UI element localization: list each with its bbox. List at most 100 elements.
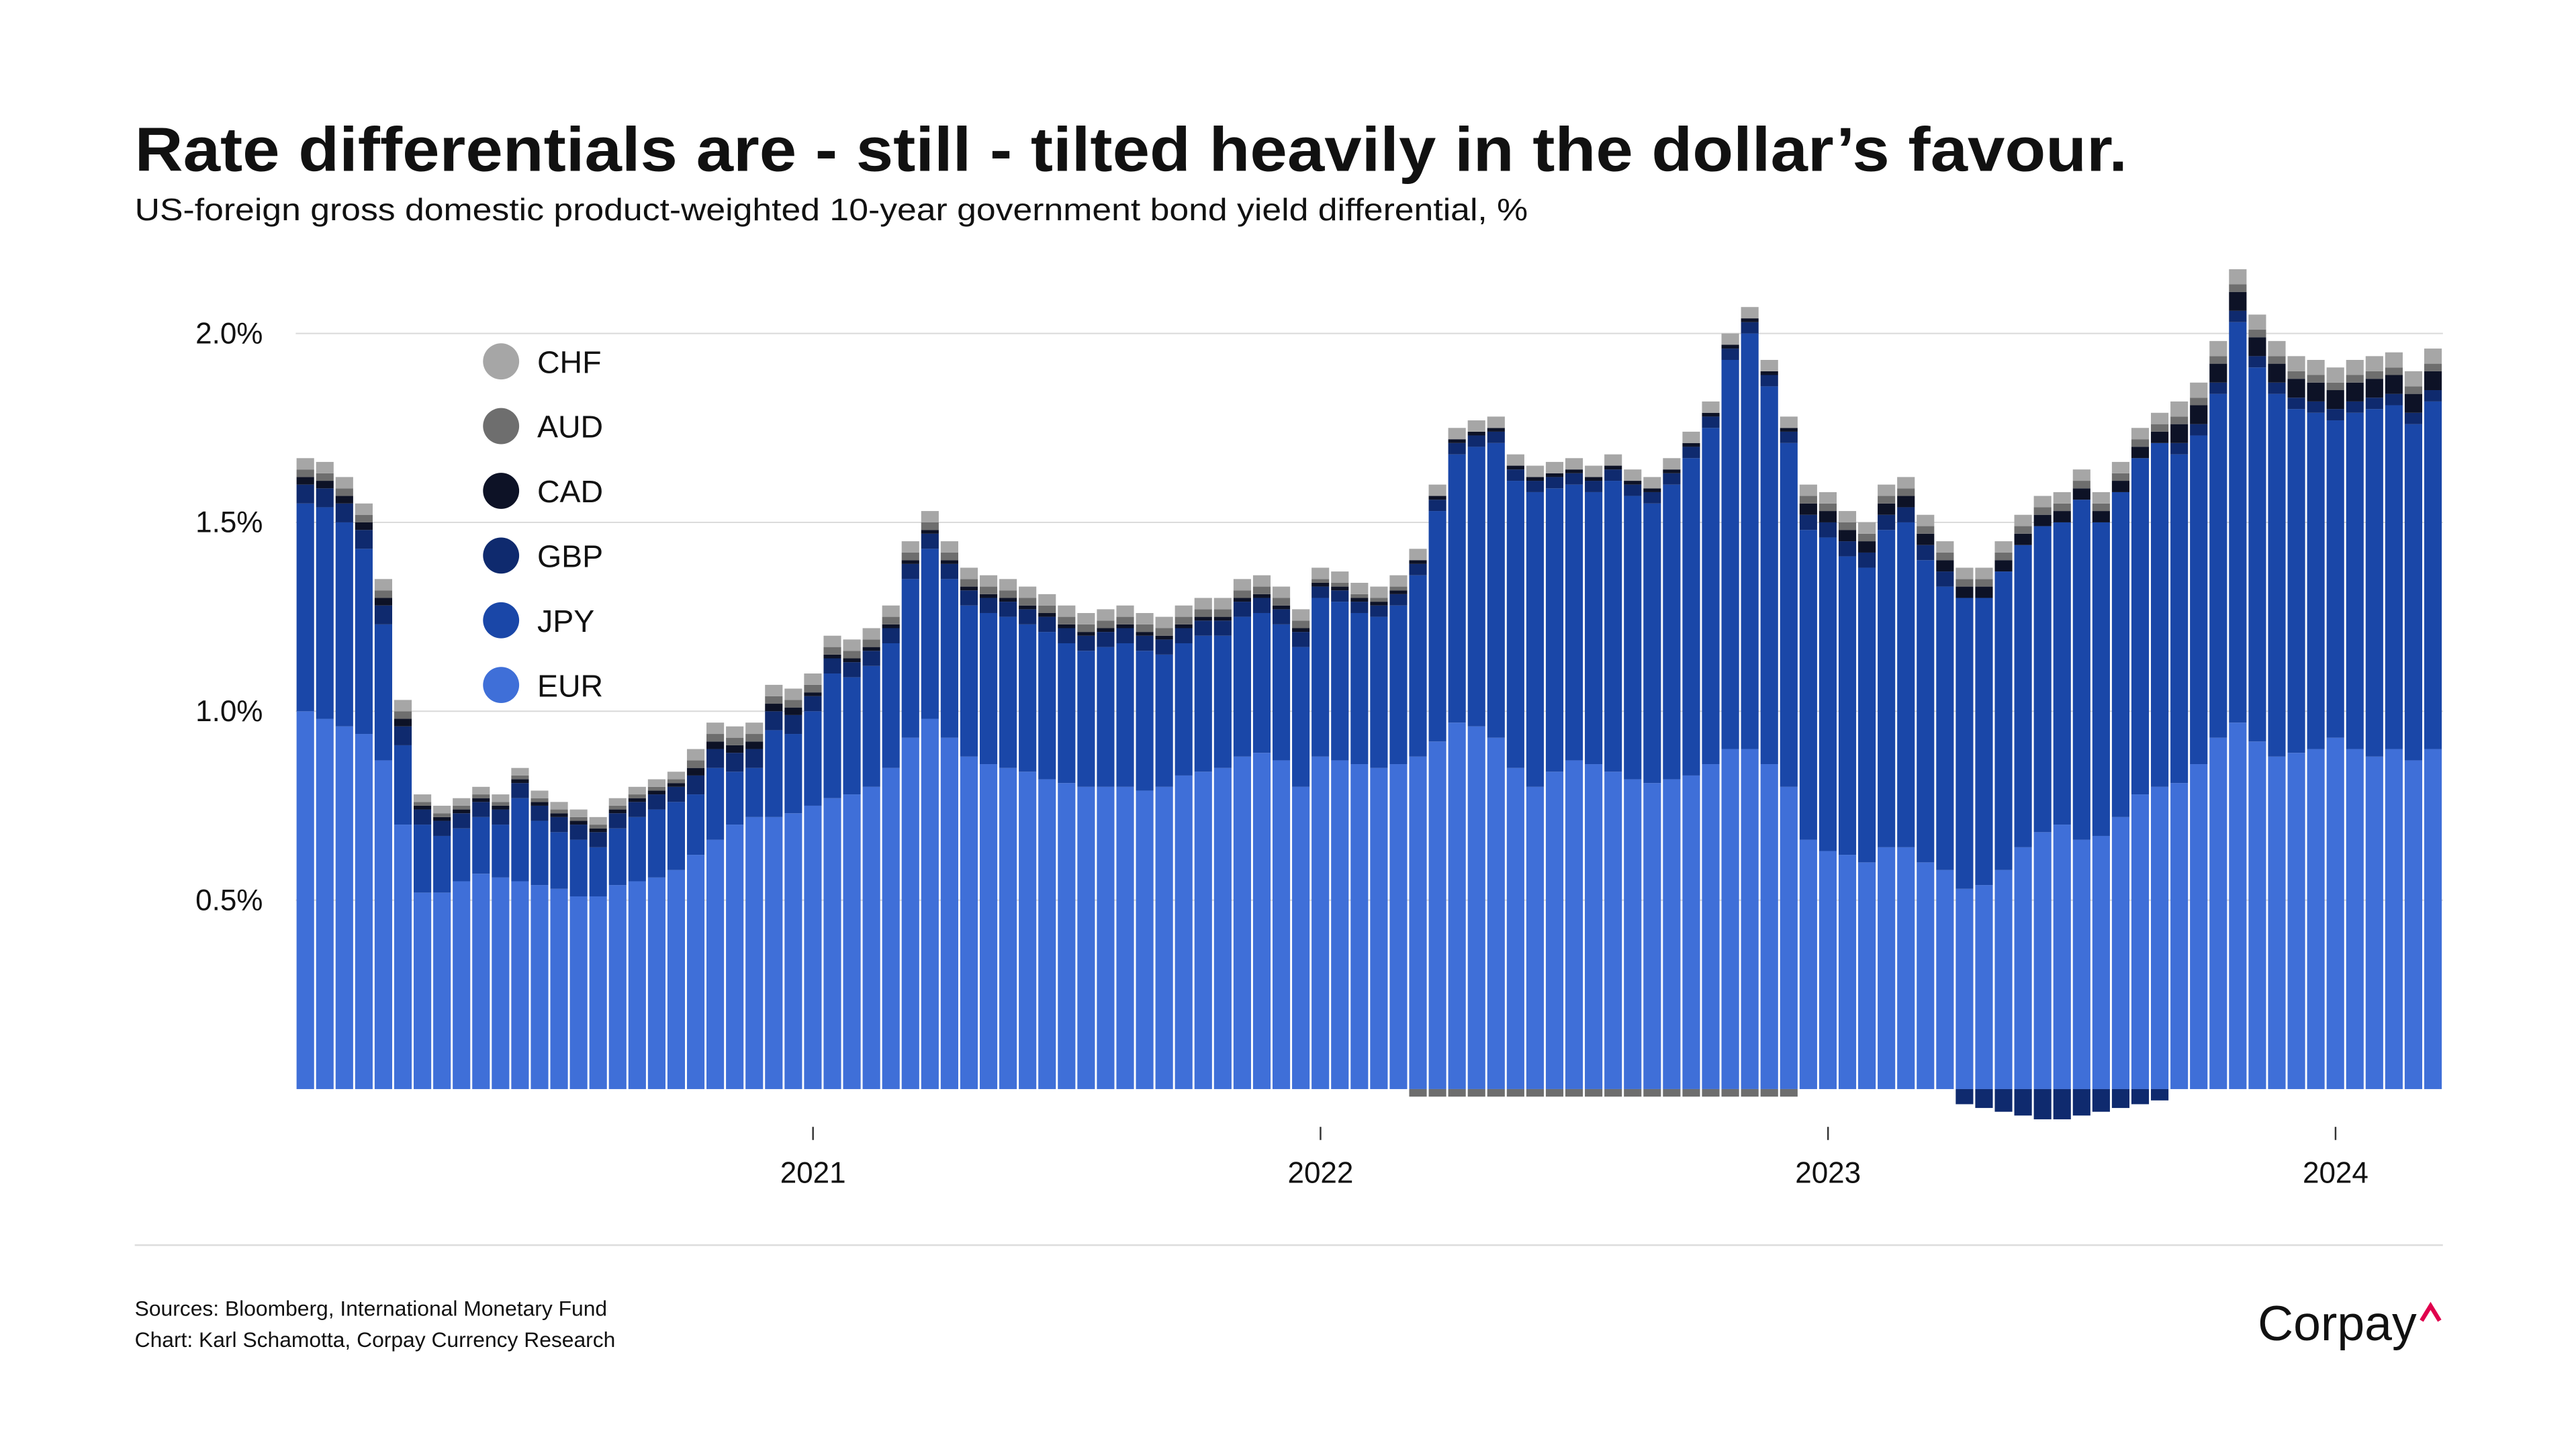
- bar-segment: [667, 779, 686, 784]
- bar-segment: [1077, 612, 1095, 624]
- bar-segment: [550, 809, 568, 814]
- bar-segment: [511, 767, 529, 776]
- bar-segment: [1819, 511, 1837, 522]
- bar-segment: [2111, 473, 2130, 481]
- bar-segment: [355, 530, 373, 549]
- bar-segment: [1019, 605, 1037, 610]
- bar-segment: [647, 794, 665, 810]
- bar-segment: [1936, 560, 1954, 572]
- bar-segment: [1760, 764, 1778, 1089]
- bar-segment: [960, 579, 978, 587]
- bar-segment: [2326, 420, 2344, 738]
- bar-segment: [2424, 401, 2442, 749]
- bar-segment: [921, 530, 939, 534]
- legend-label: JPY: [537, 604, 594, 639]
- bar-segment: [1565, 469, 1583, 473]
- bar-segment: [2307, 749, 2325, 1089]
- bar-segment: [1799, 839, 1817, 1089]
- bar-segment: [1370, 586, 1388, 598]
- bar-segment: [1721, 348, 1739, 361]
- bar-segment: [608, 813, 627, 829]
- bar-segment: [1994, 552, 2013, 561]
- bar-segment: [1741, 322, 1759, 334]
- bar-segment: [2229, 310, 2247, 322]
- chart-subtitle: US-foreign gross domestic product-weight…: [135, 192, 1528, 227]
- bar-segment: [2033, 496, 2052, 508]
- bar-segment: [472, 786, 490, 795]
- bar-segment: [2014, 533, 2032, 545]
- bar-segment: [2072, 488, 2090, 500]
- bar-segment: [394, 745, 412, 825]
- bar-segment: [1663, 1088, 1681, 1097]
- bar-segment: [882, 624, 900, 628]
- bar-segment: [1819, 537, 1837, 851]
- bar-segment: [608, 885, 627, 1089]
- bar-segment: [1175, 775, 1193, 1089]
- bar-segment: [335, 503, 353, 522]
- bar-segment: [745, 741, 764, 749]
- bar-segment: [2170, 454, 2189, 784]
- bar-segment: [686, 767, 705, 776]
- bar-segment: [1780, 416, 1798, 428]
- bar-segment: [726, 745, 744, 753]
- bar-segment: [550, 817, 568, 833]
- bar-segment: [1663, 458, 1681, 470]
- bar-segment: [2307, 360, 2325, 375]
- bar-segment: [1467, 1088, 1485, 1097]
- bar-segment: [1292, 620, 1310, 628]
- bar-segment: [1136, 624, 1154, 633]
- bar-segment: [355, 522, 373, 530]
- bar-segment: [511, 775, 529, 780]
- bar-segment: [726, 726, 744, 738]
- bar-segment: [1682, 442, 1700, 447]
- bar-segment: [1624, 779, 1642, 1089]
- bar-segment: [2111, 817, 2130, 1089]
- bar-segment: [531, 821, 549, 886]
- bar-segment: [531, 885, 549, 1089]
- bar-segment: [492, 805, 510, 810]
- bar-segment: [589, 847, 607, 896]
- bar-segment: [1272, 598, 1291, 606]
- bar-segment: [1956, 586, 1974, 598]
- bar-segment: [1721, 749, 1739, 1089]
- bar-segment: [2287, 356, 2305, 371]
- bar-segment: [1897, 507, 1915, 522]
- bar-segment: [686, 855, 705, 1089]
- bar-segment: [1624, 484, 1642, 496]
- bar-segment: [1252, 598, 1271, 613]
- brand-logo: Corpay: [2258, 1296, 2417, 1351]
- bar-segment: [1721, 344, 1739, 349]
- bar-segment: [1663, 779, 1681, 1089]
- bar-segment: [1975, 1088, 1993, 1109]
- bar-segment: [394, 726, 412, 745]
- bar-segment: [2248, 337, 2266, 357]
- bar-segment: [2170, 416, 2189, 424]
- bar-segment: [1897, 477, 1915, 489]
- bar-segment: [706, 749, 725, 768]
- bar-segment: [1526, 481, 1544, 492]
- bar-segment: [1780, 786, 1798, 1089]
- bar-segment: [2033, 526, 2052, 833]
- bar-segment: [1077, 651, 1095, 787]
- bar-segment: [1097, 632, 1115, 647]
- bar-segment: [843, 677, 861, 795]
- bar-segment: [843, 662, 861, 678]
- bar-segment: [1780, 1088, 1798, 1097]
- bar-segment: [433, 805, 451, 814]
- bar-segment: [1526, 1088, 1544, 1097]
- bar-segment: [1897, 522, 1915, 847]
- bar-segment: [2268, 363, 2286, 383]
- bar-segment: [2014, 514, 2032, 526]
- bar-segment: [2072, 481, 2090, 489]
- bar-segment: [1780, 428, 1798, 432]
- legend-label: EUR: [537, 668, 603, 703]
- bar-segment: [1292, 632, 1310, 647]
- bar-segment: [1038, 594, 1056, 606]
- legend-label: GBP: [537, 539, 603, 573]
- bar-segment: [2424, 390, 2442, 402]
- bar-segment: [2229, 322, 2247, 723]
- bar-segment: [2151, 442, 2169, 787]
- bar-segment: [1370, 767, 1388, 1089]
